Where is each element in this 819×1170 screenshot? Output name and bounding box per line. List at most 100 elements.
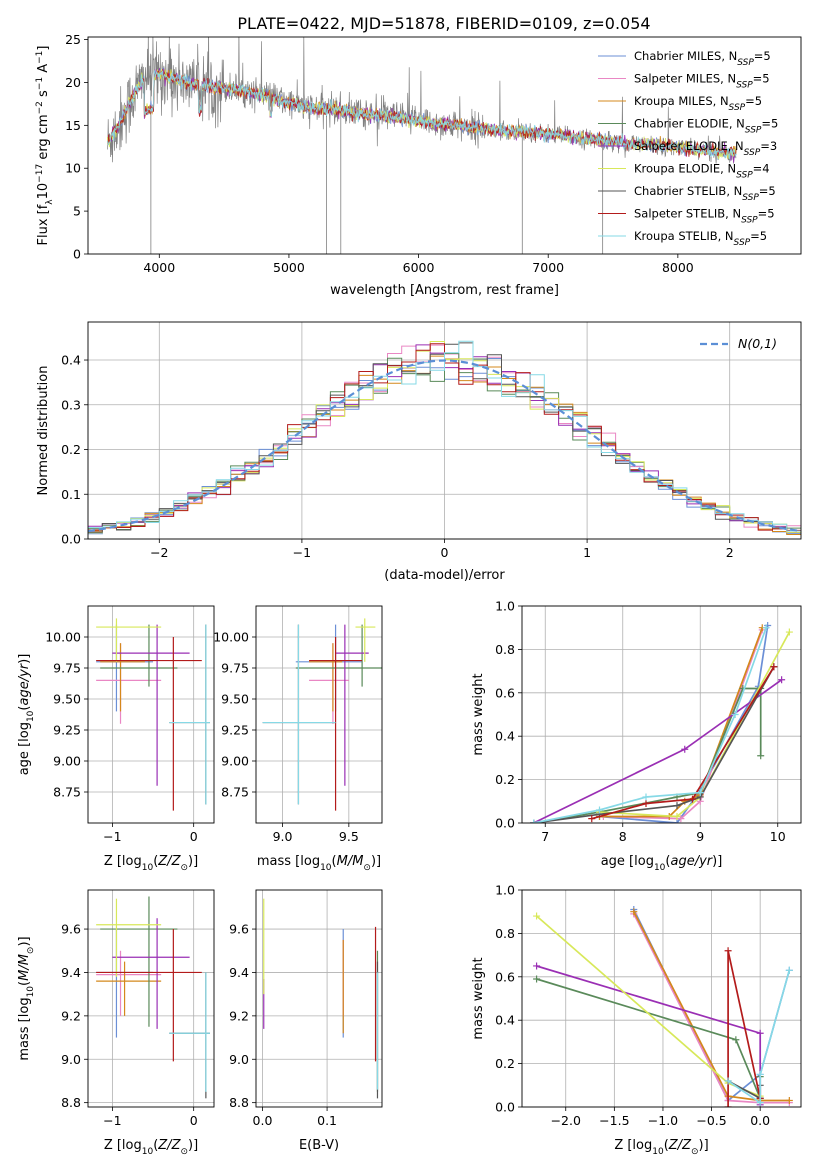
mass-weight-marker [673,819,681,823]
axes-frame [87,321,802,540]
mass-weight-marker [756,1070,764,1078]
y-tick-label: 1.0 [495,599,515,614]
plot-area [263,898,379,1099]
label-part: −1 [35,51,45,64]
plot-area [262,618,382,811]
label-part: Z [log [104,1138,142,1153]
legend-label: Kroupa ELODIE, NSSP=4 [634,162,770,181]
y-tick-label: 0.2 [495,1056,515,1071]
mass-weight-marker [677,815,685,823]
x-axis-label: Z [log10(Z/Z⊙)] [104,854,198,873]
y-tick-label: 0.4 [61,353,81,368]
y-tick-label: 9.6 [61,922,81,937]
label-part: =5 [754,49,771,63]
legend-label: Chabrier ELODIE, NSSP=5 [634,117,778,136]
mass-weight-marker [530,819,538,823]
label-part: 10 [26,710,36,722]
y-tick-label: 9.50 [221,692,249,707]
y-tick-label: 20 [65,75,81,90]
label-part: Chabrier STELIB, N [634,184,742,198]
label-part: SSP [745,126,762,136]
legend-label: N(0,1) [738,336,777,351]
mass-weight-marker [785,966,793,974]
label-part: SSP [741,216,758,226]
mass-weight-marker [533,975,541,983]
label-part: SSP [737,58,754,68]
label-part: )] [371,854,381,869]
y-axis-label: mass [log10(M/M⊙)] [17,936,36,1060]
label-part: Kroupa MILES, N [634,94,729,108]
y-tick-label: 0.0 [495,816,515,831]
label-part: age [log [601,854,654,869]
label-part: ⊙ [180,1147,188,1157]
x-tick-label: −1 [293,545,311,560]
x-tick-label: −2 [150,545,168,560]
label-part: Z/Z [157,854,181,869]
x-tick-label: 0.1 [317,1113,337,1128]
label-part: 10 [654,863,666,873]
x-tick-label: 9.5 [339,829,359,844]
mass-weight-series [633,913,790,1104]
x-tick-label: −1.5 [599,1113,629,1128]
x-axis-label: mass [log10(M/M⊙)] [257,854,381,873]
label-part: Flux [f [36,204,51,245]
mass-weight-marker [770,663,778,671]
x-axis-label: Z [log10(Z/Z⊙)] [614,1138,708,1157]
label-part: 10 [36,183,51,200]
mass-weight-marker [533,962,541,970]
label-part: ( [664,1138,669,1153]
mass-weight-marker [689,795,696,803]
plot-area [106,37,737,254]
y-tick-label: 9.75 [221,661,249,676]
mass-weight-marker [673,802,681,810]
legend-label: Salpeter MILES, NSSP=5 [634,72,770,91]
label-part: =5 [750,229,767,243]
mass-weight-marker [756,1099,764,1107]
label-part: 10 [26,986,36,998]
label-part: Kroupa ELODIE, N [634,162,736,176]
y-tick-label: 9.00 [53,754,81,769]
axes-frame [521,889,802,1108]
y-tick-label: 9.2 [229,1008,249,1023]
y-tick-label: 5 [73,204,81,219]
x-tick-label: 2 [726,545,734,560]
x-tick-label: 5000 [273,260,305,275]
mass-weight-series [727,970,791,1105]
x-tick-label: 0 [441,545,449,560]
y-tick-label: 9.25 [53,723,81,738]
label-part: SSP [736,81,753,91]
label-part: )] [188,1138,198,1153]
y-tick-label: 0.4 [495,1013,515,1028]
legend-label: Salpeter ELODIE, NSSP=3 [634,139,777,158]
label-part: )] [712,854,722,869]
x-axis-label: (data-model)/error [384,568,505,583]
label-part: M/M [337,854,364,869]
y-axis-label: mass weight [471,957,486,1039]
mass-weight-series [533,666,775,823]
label-part: ( [665,854,670,869]
label-part: −1 [35,77,45,90]
mass-weight-marker [724,947,732,955]
plot-area [96,896,210,1099]
label-part: )] [17,654,32,664]
x-tick-label: −0.5 [696,1113,726,1128]
mass-weight-marker [596,806,603,814]
label-part: Salpeter STELIB, N [634,207,741,221]
legend-label: Kroupa STELIB, NSSP=5 [634,229,767,248]
x-tick-label: 10 [770,829,786,844]
y-tick-label: 0.2 [61,442,81,457]
y-tick-label: 0.2 [495,772,515,787]
mass-weight-marker [731,711,739,718]
x-axis-label: age [log10(age/yr)] [601,854,723,873]
axes-frame [255,889,383,1108]
y-tick-label: 0.8 [495,926,515,941]
label-part: =5 [753,72,770,86]
label-part: ( [153,1138,158,1153]
x-tick-label: 0 [190,1113,198,1128]
label-part: 10 [142,1147,154,1157]
mass-weight-marker [642,793,650,801]
label-part: )] [699,1138,709,1153]
label-part: mass [log [257,854,320,869]
